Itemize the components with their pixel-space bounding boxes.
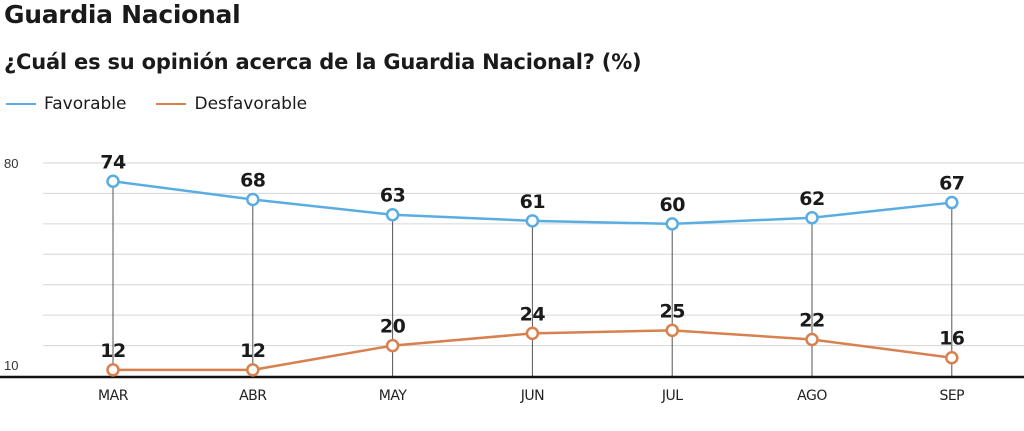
- data-label-desfavorable-sep: 16: [939, 328, 965, 350]
- data-point-desfavorable-abr: [246, 363, 260, 377]
- data-label-desfavorable-ago: 22: [799, 309, 824, 331]
- x-tick-label-jun: JUN: [520, 388, 544, 404]
- data-point-favorable-jul: [665, 217, 679, 231]
- data-label-favorable-may: 63: [380, 185, 405, 207]
- data-point-desfavorable-jun: [525, 326, 540, 341]
- data-point-favorable-ago: [805, 211, 819, 225]
- data-label-favorable-jun: 61: [520, 191, 545, 213]
- legend-swatch-favorable: [6, 103, 36, 105]
- legend-item-favorable: Favorable: [6, 94, 126, 114]
- series-points: [106, 174, 959, 377]
- data-label-favorable-jul: 60: [659, 194, 685, 216]
- y-axis-ticks: 10 80: [4, 156, 18, 373]
- x-tick-label-ago: AGO: [797, 388, 827, 404]
- data-label-favorable-abr: 68: [240, 170, 266, 192]
- gridlines: [43, 162, 1024, 347]
- data-point-desfavorable-sep: [945, 350, 959, 365]
- legend: Favorable Desfavorable: [6, 94, 337, 114]
- x-tick-label-may: MAY: [379, 388, 408, 404]
- data-labels: 74 68 63 61 60 62 67 12 12 20 24 25 22 16: [100, 151, 965, 362]
- data-point-favorable-mar: [106, 174, 120, 189]
- data-label-favorable-ago: 62: [799, 188, 824, 210]
- data-point-favorable-jun: [525, 214, 540, 228]
- x-tick-label-mar: MAR: [98, 388, 129, 404]
- data-point-favorable-may: [385, 207, 400, 222]
- data-label-desfavorable-abr: 12: [240, 340, 265, 362]
- chart-title: Guardia Nacional: [4, 0, 241, 29]
- chart-subtitle: ¿Cuál es su opinión acerca de la Guardia…: [4, 50, 642, 74]
- x-tick-label-sep: SEP: [939, 388, 964, 404]
- x-axis-labels: MAR ABR MAY JUN JUL AGO SEP: [98, 388, 965, 404]
- data-point-desfavorable-may: [385, 338, 400, 353]
- data-point-favorable-sep: [945, 195, 959, 210]
- data-label-favorable-sep: 67: [939, 173, 964, 195]
- data-point-favorable-abr: [246, 192, 260, 207]
- data-label-favorable-mar: 74: [100, 151, 126, 173]
- data-label-desfavorable-jul: 25: [659, 300, 684, 322]
- category-drop-lines: [112, 181, 953, 376]
- y-tick-label-10: 10: [4, 358, 18, 373]
- data-point-desfavorable-mar: [106, 363, 120, 377]
- x-tick-label-jul: JUL: [661, 388, 683, 404]
- x-tick-label-abr: ABR: [239, 388, 267, 404]
- legend-label-desfavorable: Desfavorable: [194, 94, 308, 114]
- data-label-desfavorable-jun: 24: [520, 303, 546, 325]
- data-label-desfavorable-may: 20: [380, 316, 406, 338]
- y-tick-label-80: 80: [4, 156, 18, 171]
- data-label-desfavorable-mar: 12: [100, 340, 125, 362]
- data-point-desfavorable-jul: [665, 323, 679, 338]
- legend-swatch-desfavorable: [156, 103, 187, 105]
- legend-label-favorable: Favorable: [44, 94, 127, 114]
- data-point-desfavorable-ago: [805, 332, 819, 347]
- legend-item-desfavorable: Desfavorable: [156, 94, 307, 114]
